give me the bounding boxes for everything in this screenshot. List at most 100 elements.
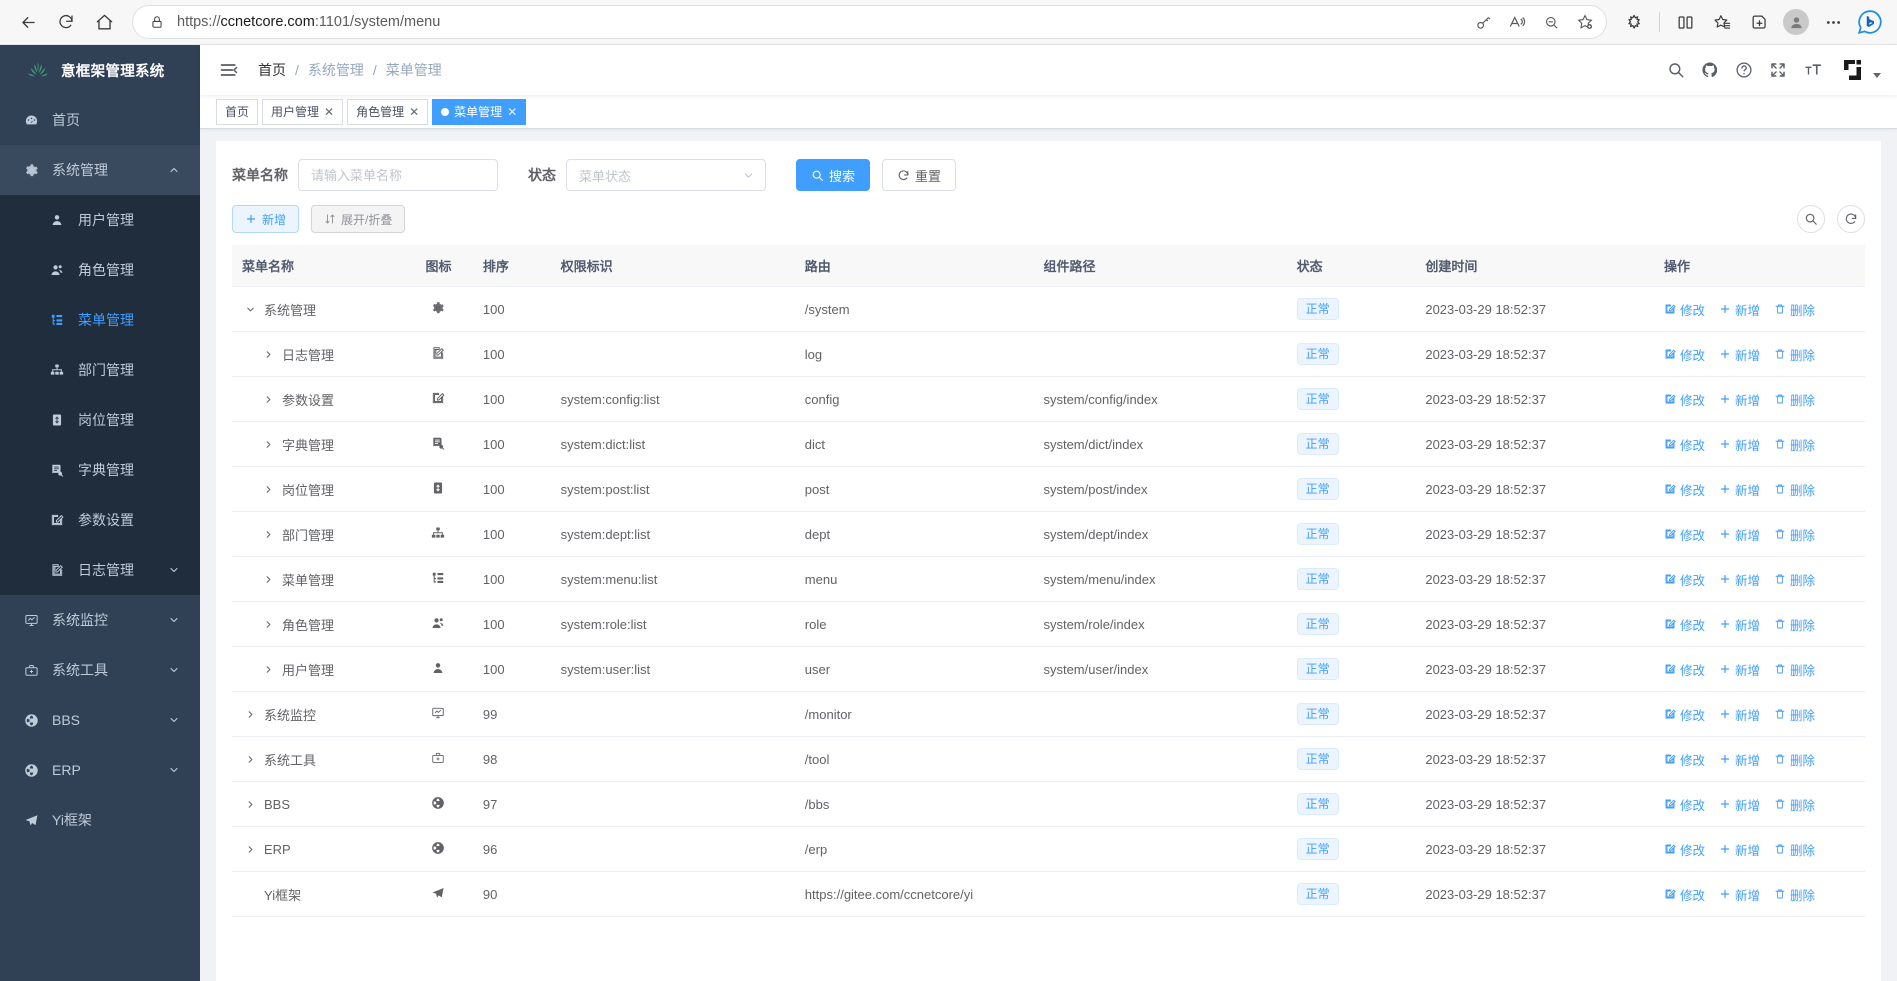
tab-home[interactable]: 首页: [216, 98, 259, 125]
github-icon[interactable]: [1701, 61, 1719, 79]
tab-menus[interactable]: 菜单管理 ✕: [432, 98, 527, 125]
add-action[interactable]: 新增: [1719, 615, 1760, 634]
sidebar-item-monitor[interactable]: 系统监控: [0, 595, 200, 645]
add-action[interactable]: 新增: [1719, 300, 1760, 319]
status-select[interactable]: 菜单状态: [566, 159, 766, 191]
add-action[interactable]: 新增: [1719, 390, 1760, 409]
table-row[interactable]: 用户管理 100 system:user:list user system/user/i…: [232, 646, 1865, 692]
tab-roles[interactable]: 角色管理 ✕: [347, 98, 429, 125]
more-icon[interactable]: [1816, 5, 1850, 39]
search-toggle-button[interactable]: [1797, 205, 1825, 233]
sidebar-item-menus[interactable]: 菜单管理: [0, 295, 200, 345]
chevron-right-icon[interactable]: [242, 799, 258, 810]
address-bar[interactable]: https://ccnetcore.com:1101/system/menu: [132, 5, 1607, 39]
chevron-right-icon[interactable]: [260, 394, 276, 405]
sidebar-item-logs[interactable]: 日志管理: [0, 545, 200, 595]
fullscreen-icon[interactable]: [1769, 61, 1787, 79]
delete-action[interactable]: 删除: [1774, 300, 1815, 319]
add-action[interactable]: 新增: [1719, 480, 1760, 499]
favorites-icon[interactable]: [1705, 5, 1739, 39]
table-row[interactable]: 岗位管理 100 system:post:list post system/post/i…: [232, 466, 1865, 512]
extensions-icon[interactable]: [1617, 5, 1651, 39]
font-size-icon[interactable]: [1803, 61, 1823, 79]
chevron-right-icon[interactable]: [260, 349, 276, 360]
add-button[interactable]: 新增: [232, 205, 300, 233]
menu-name-input[interactable]: [298, 159, 498, 191]
table-row[interactable]: ERP 96/erp 正常 2023-03-29 18:52:37 修改 新增 删除: [232, 826, 1865, 872]
add-action[interactable]: 新增: [1719, 885, 1760, 904]
delete-action[interactable]: 删除: [1774, 885, 1815, 904]
delete-action[interactable]: 删除: [1774, 525, 1815, 544]
delete-action[interactable]: 删除: [1774, 435, 1815, 454]
table-row[interactable]: 部门管理 100 system:dept:list dept system/dept/i…: [232, 511, 1865, 557]
edit-action[interactable]: 修改: [1664, 525, 1705, 544]
key-icon[interactable]: [1468, 7, 1498, 37]
table-row[interactable]: BBS 97/bbs 正常 2023-03-29 18:52:37 修改 新增 删除: [232, 781, 1865, 827]
edit-action[interactable]: 修改: [1664, 570, 1705, 589]
edit-action[interactable]: 修改: [1664, 480, 1705, 499]
sidebar-item-tools[interactable]: 系统工具: [0, 645, 200, 695]
logo[interactable]: 意框架管理系统: [0, 45, 200, 95]
close-icon[interactable]: ✕: [409, 104, 420, 119]
chevron-right-icon[interactable]: [260, 619, 276, 630]
chevron-right-icon[interactable]: [260, 439, 276, 450]
table-row[interactable]: 系统工具 98/tool 正常 2023-03-29 18:52:37 修改 新增 删除: [232, 736, 1865, 782]
add-favorite-icon[interactable]: [1570, 7, 1600, 37]
table-row[interactable]: 菜单管理 100 system:menu:list menu system/menu/i…: [232, 556, 1865, 602]
sidebar-item-system[interactable]: 系统管理: [0, 145, 200, 195]
home-icon[interactable]: [86, 4, 122, 40]
sidebar-item-erp[interactable]: ERP: [0, 745, 200, 795]
close-icon[interactable]: ✕: [324, 104, 335, 119]
edit-action[interactable]: 修改: [1664, 750, 1705, 769]
search-icon[interactable]: [1667, 61, 1685, 79]
table-row[interactable]: 角色管理 100 system:role:list role system/role/i…: [232, 601, 1865, 647]
delete-action[interactable]: 删除: [1774, 570, 1815, 589]
profile-icon[interactable]: [1779, 5, 1813, 39]
edit-action[interactable]: 修改: [1664, 390, 1705, 409]
close-icon[interactable]: ✕: [507, 104, 518, 119]
copilot-bing-icon[interactable]: [1853, 5, 1887, 39]
add-action[interactable]: 新增: [1719, 570, 1760, 589]
edit-action[interactable]: 修改: [1664, 615, 1705, 634]
sidebar-item-dicts[interactable]: 字典管理: [0, 445, 200, 495]
chevron-right-icon[interactable]: [242, 844, 258, 855]
add-action[interactable]: 新增: [1719, 345, 1760, 364]
edit-action[interactable]: 修改: [1664, 300, 1705, 319]
edit-action[interactable]: 修改: [1664, 705, 1705, 724]
chevron-right-icon[interactable]: [242, 754, 258, 765]
tab-users[interactable]: 用户管理 ✕: [262, 98, 344, 125]
table-row[interactable]: 系统管理 100/system 正常 2023-03-29 18:52:37 修改 新增 删…: [232, 286, 1865, 332]
add-action[interactable]: 新增: [1719, 705, 1760, 724]
back-arrow-icon[interactable]: [10, 4, 46, 40]
edit-action[interactable]: 修改: [1664, 840, 1705, 859]
edit-action[interactable]: 修改: [1664, 435, 1705, 454]
read-aloud-icon[interactable]: [1502, 7, 1532, 37]
table-row[interactable]: 系统监控 99/monitor 正常 2023-03-29 18:52:37 修改 新增 删…: [232, 691, 1865, 737]
table-row[interactable]: Yi框架 90 https://gitee.com/ccnetcore/yi 正常 20…: [232, 871, 1865, 917]
yi-logo-avatar[interactable]: [1841, 56, 1881, 84]
add-action[interactable]: 新增: [1719, 840, 1760, 859]
edit-action[interactable]: 修改: [1664, 885, 1705, 904]
hamburger-menu-icon[interactable]: [216, 60, 242, 80]
add-action[interactable]: 新增: [1719, 660, 1760, 679]
add-action[interactable]: 新增: [1719, 795, 1760, 814]
expand-collapse-button[interactable]: 展开/折叠: [311, 205, 406, 233]
edit-action[interactable]: 修改: [1664, 660, 1705, 679]
add-action[interactable]: 新增: [1719, 750, 1760, 769]
add-action[interactable]: 新增: [1719, 435, 1760, 454]
split-screen-icon[interactable]: [1668, 5, 1702, 39]
sidebar-item-config[interactable]: 参数设置: [0, 495, 200, 545]
search-button[interactable]: 搜索: [796, 159, 871, 191]
reload-icon[interactable]: [48, 4, 84, 40]
edit-action[interactable]: 修改: [1664, 795, 1705, 814]
delete-action[interactable]: 删除: [1774, 795, 1815, 814]
collections-icon[interactable]: [1742, 5, 1776, 39]
delete-action[interactable]: 删除: [1774, 615, 1815, 634]
sidebar-item-bbs[interactable]: BBS: [0, 695, 200, 745]
chevron-right-icon[interactable]: [260, 529, 276, 540]
delete-action[interactable]: 删除: [1774, 345, 1815, 364]
chevron-right-icon[interactable]: [242, 709, 258, 720]
breadcrumb-item[interactable]: 系统管理: [307, 62, 364, 78]
breadcrumb-item[interactable]: 首页: [258, 62, 286, 78]
sidebar-item-roles[interactable]: 角色管理: [0, 245, 200, 295]
